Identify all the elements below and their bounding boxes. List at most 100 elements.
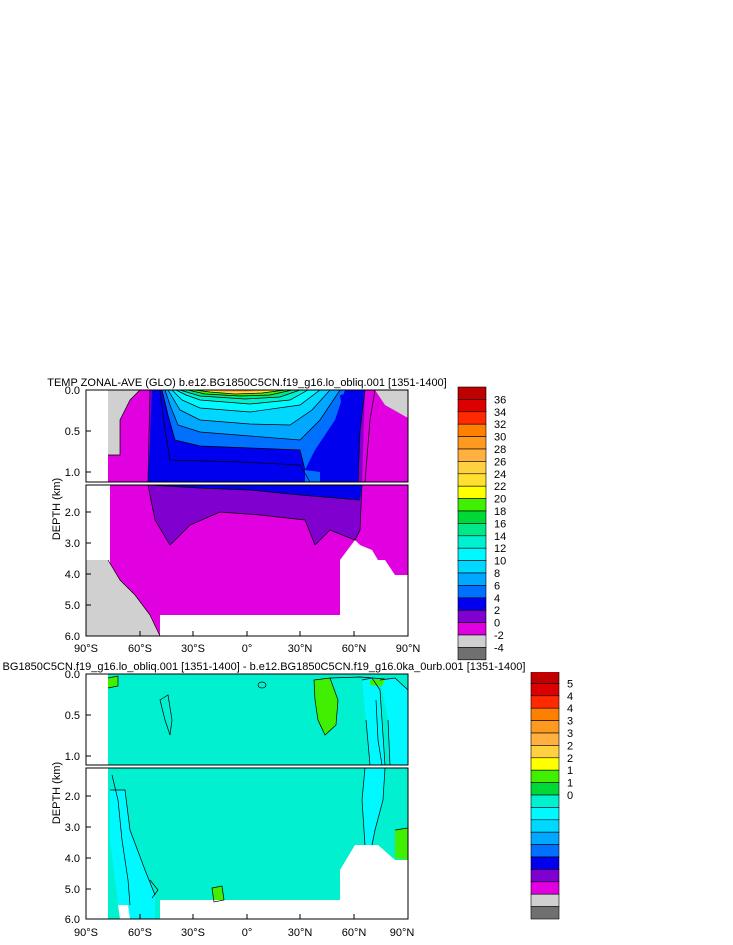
colorbar-swatch <box>530 707 560 721</box>
chart1-upper-contours <box>108 390 376 482</box>
chart2-title: BG1850C5CN.f19_g16.lo_obliq.001 [1351-14… <box>3 661 526 673</box>
colorbar-label: 14 <box>494 531 506 543</box>
colorbar-swatch <box>457 609 487 623</box>
chart1-xtick: 30°N <box>288 643 313 655</box>
chart2-lower-yticks: 2.0 3.0 4.0 5.0 6.0 <box>65 791 80 926</box>
colorbar-swatch <box>530 782 560 796</box>
chart2-lower-contours <box>110 768 408 906</box>
chart1-ytick: 6.0 <box>65 631 80 643</box>
chart2-ylabel: DEPTH (km) <box>51 762 63 824</box>
chart1-lower-yticks: 2.0 3.0 4.0 5.0 6.0 <box>65 507 80 643</box>
chart2-tickmarks <box>86 714 355 919</box>
colorbar-label: 18 <box>494 506 506 518</box>
colorbar-label: 4 <box>567 703 573 715</box>
chart2-xtick: 30°N <box>288 927 313 939</box>
colorbar-swatch <box>457 523 487 537</box>
chart1-title: TEMP ZONAL-AVE (GLO) b.e12.BG1850C5CN.f1… <box>47 377 447 389</box>
chart1-lower-field <box>86 485 408 636</box>
colorbar-label: 3 <box>567 716 573 728</box>
chart2-xtick: 90°S <box>74 927 98 939</box>
chart1-ytick: 3.0 <box>65 538 80 550</box>
chart2-colorbar <box>530 672 560 920</box>
chart1-xtick: 90°S <box>74 643 98 655</box>
colorbar-swatch <box>530 844 560 858</box>
colorbar-label: 3 <box>567 728 573 740</box>
chart1-ytick: 0.0 <box>65 385 80 397</box>
chart1-xtick: 90°N <box>396 643 421 655</box>
colorbar-label: 5 <box>567 678 573 690</box>
colorbar-swatch <box>457 572 487 586</box>
colorbar-label: 30 <box>494 432 506 444</box>
colorbar-swatch <box>457 423 487 437</box>
colorbar-swatch <box>530 695 560 709</box>
colorbar-swatch <box>530 745 560 759</box>
colorbar-label: 16 <box>494 518 506 530</box>
chart2-xtick: 30°S <box>181 927 205 939</box>
chart2-upper-contours <box>107 675 408 765</box>
colorbar-label: 10 <box>494 556 506 568</box>
colorbar-swatch <box>457 485 487 499</box>
colorbar-swatch <box>457 473 487 487</box>
chart2-xticks: 90°S 60°S 30°S 0° 30°N 60°N 90°N <box>74 927 414 939</box>
chart1-ytick: 0.5 <box>65 426 80 438</box>
colorbar-label: 24 <box>494 469 506 481</box>
colorbar-swatch <box>530 869 560 883</box>
chart2-ytick: 3.0 <box>65 822 80 834</box>
chart2-ytick: 1.0 <box>65 751 80 763</box>
chart1-ytick: 2.0 <box>65 507 80 519</box>
colorbar-label: 28 <box>494 444 506 456</box>
chart1-upper-frame <box>85 389 409 483</box>
colorbar-label: 0 <box>567 790 573 802</box>
chart1-xtick: 60°N <box>342 643 367 655</box>
colorbar-swatch <box>530 769 560 783</box>
colorbar-swatch <box>457 436 487 450</box>
colorbar-swatch <box>457 386 487 400</box>
colorbar-swatch <box>457 411 487 425</box>
chart2-upper-field <box>108 674 408 765</box>
colorbar-label: -4 <box>494 642 504 654</box>
colorbar-label: 8 <box>494 568 500 580</box>
colorbar-swatch <box>530 906 560 920</box>
chart1-xtick: 60°S <box>128 643 152 655</box>
colorbar-label: -2 <box>494 630 504 642</box>
chart2-xtick: 60°N <box>342 927 367 939</box>
colorbar-swatch <box>530 819 560 833</box>
colorbar-swatch <box>457 547 487 561</box>
colorbar-swatch <box>530 720 560 734</box>
chart2-xtick: 60°S <box>128 927 152 939</box>
colorbar-swatch <box>530 794 560 808</box>
chart2-ytick: 5.0 <box>65 884 80 896</box>
chart1-xtick: 30°S <box>181 643 205 655</box>
colorbar-swatch <box>457 535 487 549</box>
colorbar-label: 26 <box>494 456 506 468</box>
colorbar-swatch <box>530 856 560 870</box>
colorbar-label: 12 <box>494 543 506 555</box>
chart1-ytick: 5.0 <box>65 600 80 612</box>
colorbar-swatch <box>457 399 487 413</box>
colorbar-label: 6 <box>494 580 500 592</box>
colorbar-swatch <box>530 807 560 821</box>
colorbar-label: 36 <box>494 394 506 406</box>
chart1-upper-field <box>108 390 408 482</box>
colorbar-label: 34 <box>494 407 506 419</box>
colorbar-swatch <box>457 585 487 599</box>
chart1-lower-contours <box>107 485 363 636</box>
colorbar-label: 32 <box>494 419 506 431</box>
chart1-colorbar <box>457 386 487 661</box>
chart2-ytick: 0.5 <box>65 710 80 722</box>
colorbar-swatch <box>530 683 560 697</box>
colorbar-label: 2 <box>567 740 573 752</box>
chart2-upper-yticks: 0.0 0.5 1.0 <box>65 669 80 763</box>
colorbar-swatch <box>530 757 560 771</box>
colorbar-swatch <box>457 448 487 462</box>
chart2-xtick: 90°N <box>390 927 415 939</box>
colorbar-label: 2 <box>567 753 573 765</box>
chart2-ytick: 0.0 <box>65 669 80 681</box>
colorbar-swatch <box>457 647 487 661</box>
colorbar-swatch <box>530 732 560 746</box>
colorbar-swatch <box>530 831 560 845</box>
chart2-ytick: 4.0 <box>65 853 80 865</box>
colorbar-label: 0 <box>494 618 500 630</box>
